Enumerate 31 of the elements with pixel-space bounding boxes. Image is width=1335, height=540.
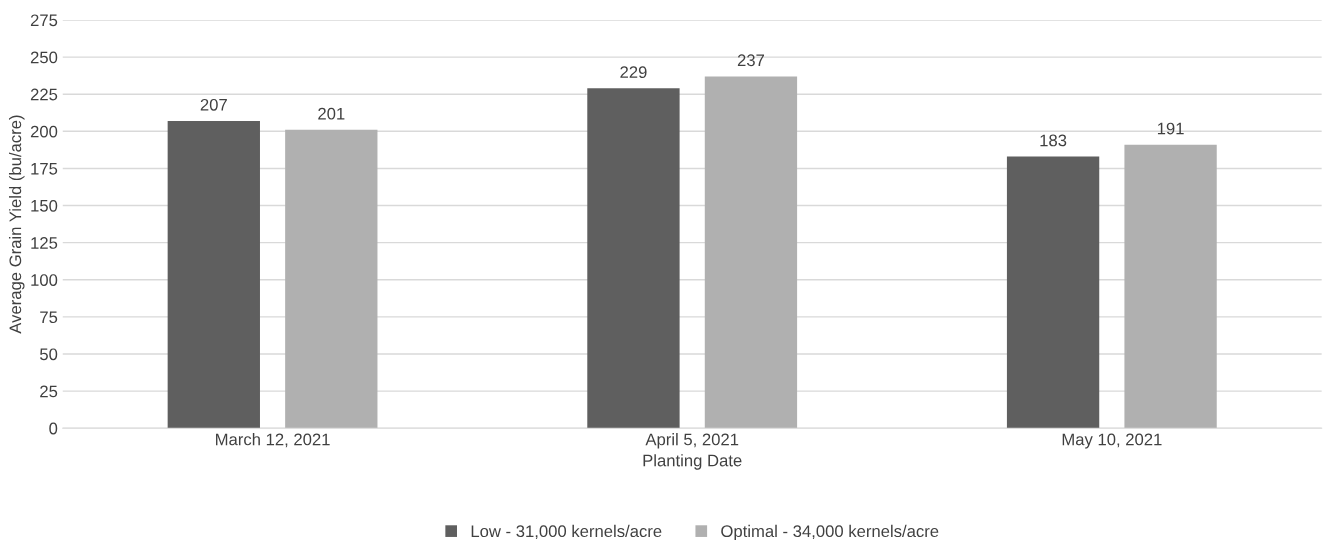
bar xyxy=(704,76,798,429)
y-tick-label: 100 xyxy=(31,274,58,286)
data-label: 191 xyxy=(1157,122,1184,135)
y-axis-title: Average Grain Yield (bu/acre) xyxy=(8,115,25,334)
y-tick-label: 75 xyxy=(40,311,58,324)
x-tick-label: March 12, 2021 xyxy=(216,433,330,448)
y-tick-label: 225 xyxy=(30,88,58,101)
bar xyxy=(285,129,378,429)
y-tick-label: 250 xyxy=(30,51,58,64)
legend-label: Low - 31,000 kernels/acre xyxy=(471,524,662,540)
y-tick-label: 0 xyxy=(49,422,58,435)
bar xyxy=(1124,144,1217,429)
x-tick-label: May 10, 2021 xyxy=(1062,433,1162,449)
data-label: 229 xyxy=(620,66,647,79)
y-tick-label: 175 xyxy=(31,163,58,175)
y-tick-label: 125 xyxy=(31,237,58,249)
x-tick-label: April 5, 2021 xyxy=(645,433,739,449)
y-tick-label: 200 xyxy=(30,125,58,138)
bar xyxy=(1006,156,1100,429)
data-label: 207 xyxy=(200,98,227,111)
y-tick-label: 25 xyxy=(40,385,58,398)
bar xyxy=(587,88,680,429)
data-label: 183 xyxy=(1040,134,1067,147)
x-axis-title: Planting Date xyxy=(643,454,742,470)
y-tick-label: 50 xyxy=(40,348,58,361)
y-tick-label: 275 xyxy=(30,14,58,27)
legend-label: Optimal - 34,000 kernels/acre xyxy=(721,524,939,540)
data-label: 237 xyxy=(737,54,765,67)
data-label: 201 xyxy=(318,107,345,120)
y-tick-label: 150 xyxy=(31,199,58,212)
bar xyxy=(167,120,260,429)
